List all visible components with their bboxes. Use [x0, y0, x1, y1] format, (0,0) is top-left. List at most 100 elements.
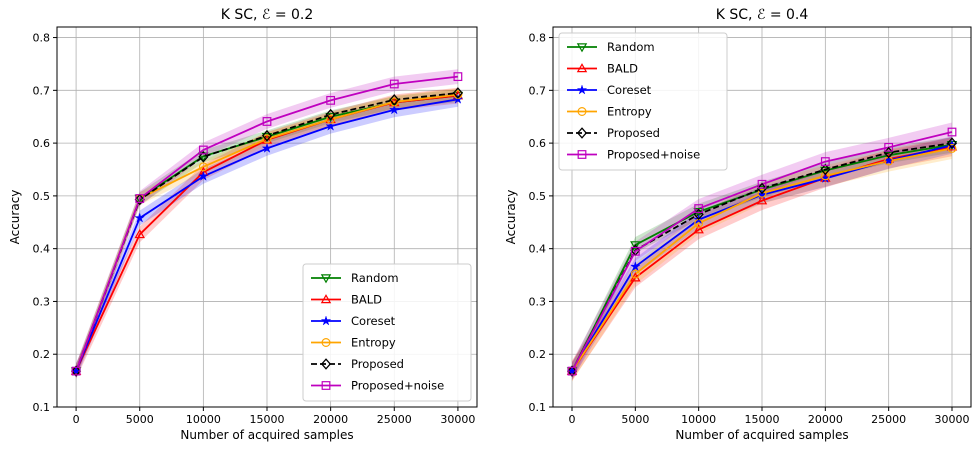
proposed-point: [820, 163, 831, 176]
entropy-point: [630, 269, 640, 279]
y-tick-label: 0.7: [33, 84, 51, 97]
proposed-point: [756, 182, 768, 195]
x-tick-label: 20000: [808, 413, 843, 426]
random-point: [630, 241, 641, 251]
legend-box: [558, 32, 728, 171]
proposed-noise-point: [757, 179, 767, 189]
proposed-noise-point: [567, 366, 577, 376]
proposed-point: [325, 108, 336, 121]
proposed-noise-point: [389, 79, 399, 89]
proposed-point: [198, 151, 209, 163]
proposed-noise-point: [326, 95, 336, 105]
y-tick-label: 0.5: [33, 190, 51, 203]
x-tick-label: 15000: [745, 413, 780, 426]
legend-bald-marker: [320, 294, 332, 304]
x-axis-label: Number of acquired samples: [675, 428, 848, 442]
entropy-point: [389, 97, 399, 107]
coreset-point: [261, 142, 273, 153]
legend-coreset-marker: [320, 315, 332, 326]
legend-proposed-label: Proposed: [607, 126, 660, 140]
chart-title: K SC, ℰ = 0.4: [716, 7, 809, 23]
proposed-noise-markers: [71, 72, 463, 376]
legend-random-marker: [320, 274, 332, 284]
proposed-point: [452, 87, 463, 99]
proposed-noise-point: [947, 127, 957, 137]
x-tick-label: 0: [569, 413, 576, 426]
proposed-noise-point: [262, 117, 272, 126]
x-tick-label: 5000: [126, 413, 154, 426]
legend-entropy-label: Entropy: [607, 105, 652, 119]
proposed-point: [946, 137, 958, 149]
x-tick-label: 10000: [681, 413, 716, 426]
entropy-point: [820, 171, 830, 181]
entropy-point: [198, 162, 208, 172]
y-tick-label: 0.6: [33, 137, 51, 150]
proposed-noise-point: [630, 246, 640, 256]
proposed-point: [71, 365, 82, 377]
x-tick-label: 10000: [186, 413, 221, 426]
y-axis-label: Accuracy: [504, 190, 518, 245]
x-tick-label: 25000: [377, 413, 412, 426]
legend-coreset-label: Coreset: [607, 83, 652, 97]
y-tick-label: 0.3: [529, 295, 547, 308]
y-tick-label: 0.8: [529, 32, 547, 45]
bald-confidence-band: [572, 137, 952, 381]
legend-proposed-noise-marker: [321, 381, 331, 390]
x-tick-label: 30000: [440, 413, 475, 426]
x-axis-label: Number of acquired samples: [180, 428, 353, 442]
legend-coreset-marker: [576, 84, 588, 95]
legend: Random BALD Coreset Entropy Proposed Proposed…: [302, 263, 472, 402]
legend-proposed-label: Proposed: [351, 357, 404, 371]
legend-random-label: Random: [607, 40, 655, 54]
coreset-point: [134, 212, 146, 223]
y-tick-label: 0.1: [529, 401, 547, 414]
proposed-noise-point: [694, 204, 704, 213]
proposed-noise-point: [135, 194, 145, 203]
legend-bald-label: BALD: [351, 293, 382, 307]
bald-point: [693, 224, 704, 234]
legend-random-label: Random: [351, 271, 399, 285]
legend-random-marker: [576, 43, 588, 53]
y-tick-label: 0.7: [529, 84, 547, 97]
proposed-point: [134, 193, 145, 206]
proposed-point: [261, 129, 273, 142]
proposed-noise-line: [75, 75, 459, 372]
y-tick-label: 0.1: [33, 401, 51, 414]
x-tick-label: 15000: [250, 413, 285, 426]
legend-entropy-marker: [577, 106, 587, 116]
y-tick-label: 0.2: [33, 348, 51, 361]
x-tick-label: 30000: [935, 413, 970, 426]
bald-point: [134, 229, 145, 239]
bald-point: [756, 195, 768, 205]
y-tick-label: 0.4: [33, 243, 51, 256]
y-tick-label: 0.4: [529, 243, 547, 256]
legend-proposed-noise-label: Proposed+noise: [607, 148, 700, 162]
legend-box: [302, 263, 472, 402]
x-tick-label: 0: [73, 413, 80, 426]
proposed-noise-point: [198, 145, 208, 155]
legend-proposed-noise-label: Proposed+noise: [351, 379, 444, 393]
x-tick-label: 5000: [621, 413, 649, 426]
legend-proposed-marker: [320, 358, 332, 370]
y-tick-label: 0.5: [529, 190, 547, 203]
y-tick-label: 0.3: [33, 295, 51, 308]
coreset-point: [388, 104, 400, 115]
chart-title: K SC, ℰ = 0.2: [221, 7, 314, 23]
entropy-point: [262, 134, 272, 144]
entropy-markers: [567, 143, 957, 376]
proposed-noise-point: [820, 157, 830, 166]
legend-bald-label: BALD: [607, 62, 638, 76]
entropy-point: [757, 188, 767, 198]
proposed-markers: [71, 87, 463, 377]
x-tick-label: 25000: [871, 413, 906, 426]
legend-bald-marker: [576, 63, 588, 73]
y-axis-label: Accuracy: [8, 190, 22, 245]
proposed-noise-markers: [567, 127, 957, 376]
coreset-point: [197, 170, 209, 181]
coreset-point: [325, 120, 337, 131]
proposed-noise-point: [884, 142, 894, 152]
y-tick-label: 0.6: [529, 137, 547, 150]
y-tick-label: 0.2: [529, 348, 547, 361]
legend-proposed-noise-marker: [577, 150, 587, 159]
